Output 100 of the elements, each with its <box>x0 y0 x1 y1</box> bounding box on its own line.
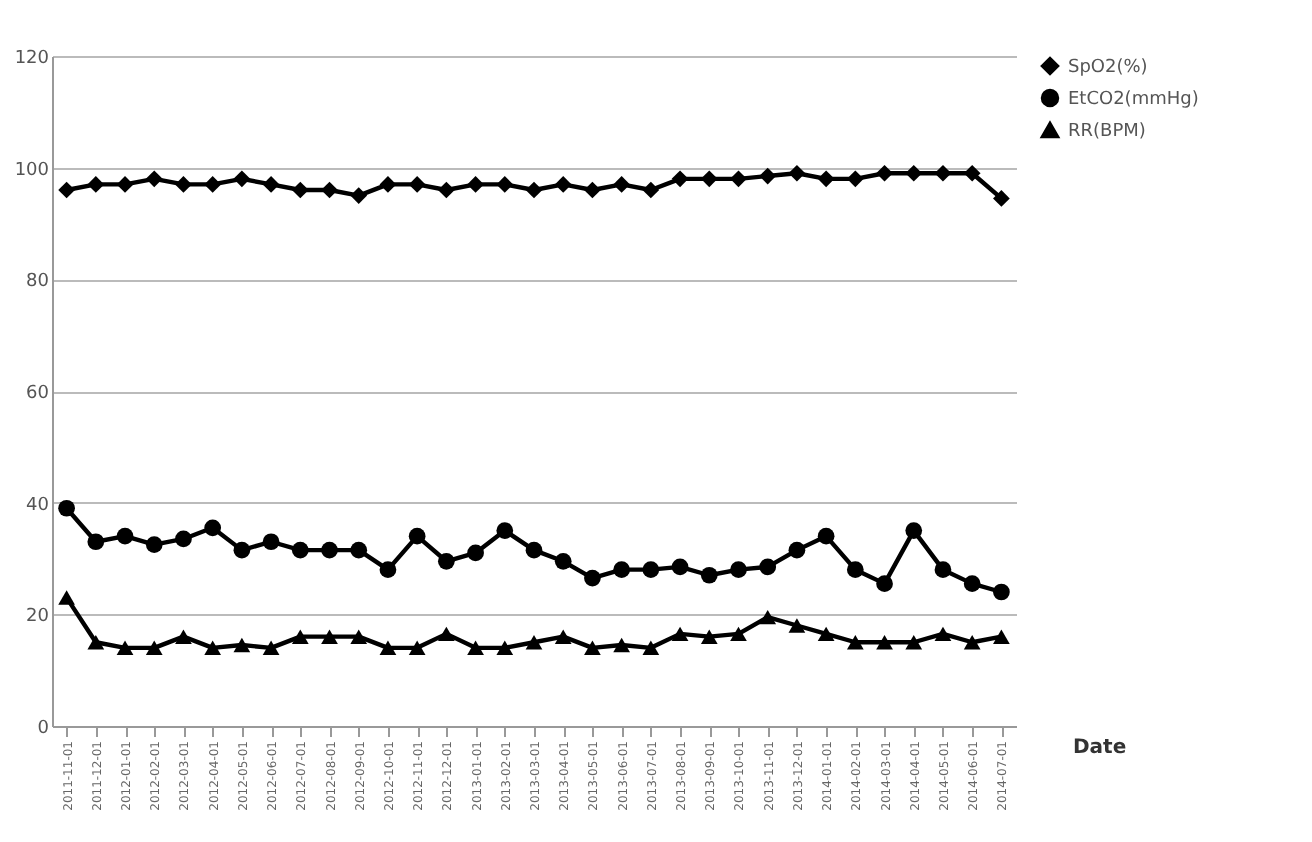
point <box>87 533 105 551</box>
point <box>584 181 601 199</box>
point <box>87 635 105 650</box>
point <box>262 640 280 656</box>
point <box>87 176 105 193</box>
point <box>116 176 134 193</box>
point <box>759 609 777 625</box>
point <box>525 181 543 199</box>
point <box>963 164 981 182</box>
point <box>700 566 718 584</box>
point <box>876 575 893 592</box>
point <box>993 629 1010 644</box>
point <box>321 541 338 559</box>
point <box>905 522 923 539</box>
point <box>730 170 747 188</box>
y-tick-label: 60 <box>26 384 50 404</box>
point <box>934 626 952 642</box>
point <box>700 170 718 188</box>
point <box>379 561 397 579</box>
point <box>613 176 630 193</box>
point <box>788 618 806 633</box>
point <box>642 640 660 656</box>
y-tick-label: 0 <box>37 719 50 739</box>
point <box>262 533 280 551</box>
y-tick-label: 20 <box>26 607 50 628</box>
point <box>204 640 222 656</box>
point <box>175 176 192 193</box>
point <box>788 541 806 559</box>
point <box>233 637 251 653</box>
point <box>525 541 543 559</box>
point <box>993 583 1010 601</box>
point <box>642 561 660 579</box>
point <box>817 170 835 188</box>
point <box>408 527 426 545</box>
point <box>145 170 163 188</box>
point <box>116 527 134 545</box>
point <box>321 629 338 644</box>
point <box>905 635 923 650</box>
point <box>584 569 601 587</box>
point <box>116 640 134 656</box>
point <box>700 629 718 644</box>
y-tick-label: 100 <box>14 160 50 181</box>
point <box>876 164 893 182</box>
point <box>233 541 251 559</box>
point <box>438 552 455 570</box>
point <box>379 176 397 193</box>
point <box>467 544 484 562</box>
point <box>350 629 368 644</box>
point <box>438 181 455 199</box>
legend-label: RR(BPM) <box>1068 122 1146 142</box>
point <box>145 640 163 656</box>
point <box>554 176 572 193</box>
point <box>525 635 543 650</box>
point <box>993 190 1010 207</box>
point <box>175 530 192 548</box>
point <box>233 170 251 188</box>
point <box>584 640 601 656</box>
point <box>204 519 222 537</box>
point <box>730 626 747 642</box>
point <box>291 541 309 559</box>
point <box>846 561 864 579</box>
point <box>204 176 222 193</box>
x-axis-title: Date <box>1073 737 1127 759</box>
point <box>876 635 893 650</box>
point <box>905 164 923 182</box>
legend-label: EtCO2(mmHg) <box>1068 90 1199 110</box>
point <box>963 575 981 592</box>
point <box>759 167 777 185</box>
point <box>846 635 864 650</box>
point <box>467 176 484 193</box>
point <box>408 176 426 193</box>
point <box>846 170 864 188</box>
point <box>408 640 426 656</box>
point <box>671 626 689 642</box>
point <box>321 181 338 199</box>
point <box>963 635 981 650</box>
point <box>934 561 952 579</box>
point <box>788 164 806 182</box>
point <box>175 629 192 644</box>
point <box>554 629 572 644</box>
point <box>642 181 660 199</box>
y-tick-label: 80 <box>26 272 50 293</box>
point <box>58 181 75 199</box>
point <box>817 626 835 642</box>
point <box>350 187 368 204</box>
point <box>613 637 630 653</box>
point <box>496 522 514 539</box>
point <box>145 536 163 553</box>
point <box>759 558 777 576</box>
y-tick-label: 40 <box>26 495 50 516</box>
point <box>379 640 397 656</box>
point <box>467 640 484 656</box>
point <box>817 527 835 545</box>
point <box>934 164 952 182</box>
y-tick-label: 120 <box>14 49 50 69</box>
point <box>58 590 75 605</box>
point <box>496 640 514 656</box>
point <box>671 170 689 188</box>
point <box>58 499 75 517</box>
point <box>262 176 280 193</box>
